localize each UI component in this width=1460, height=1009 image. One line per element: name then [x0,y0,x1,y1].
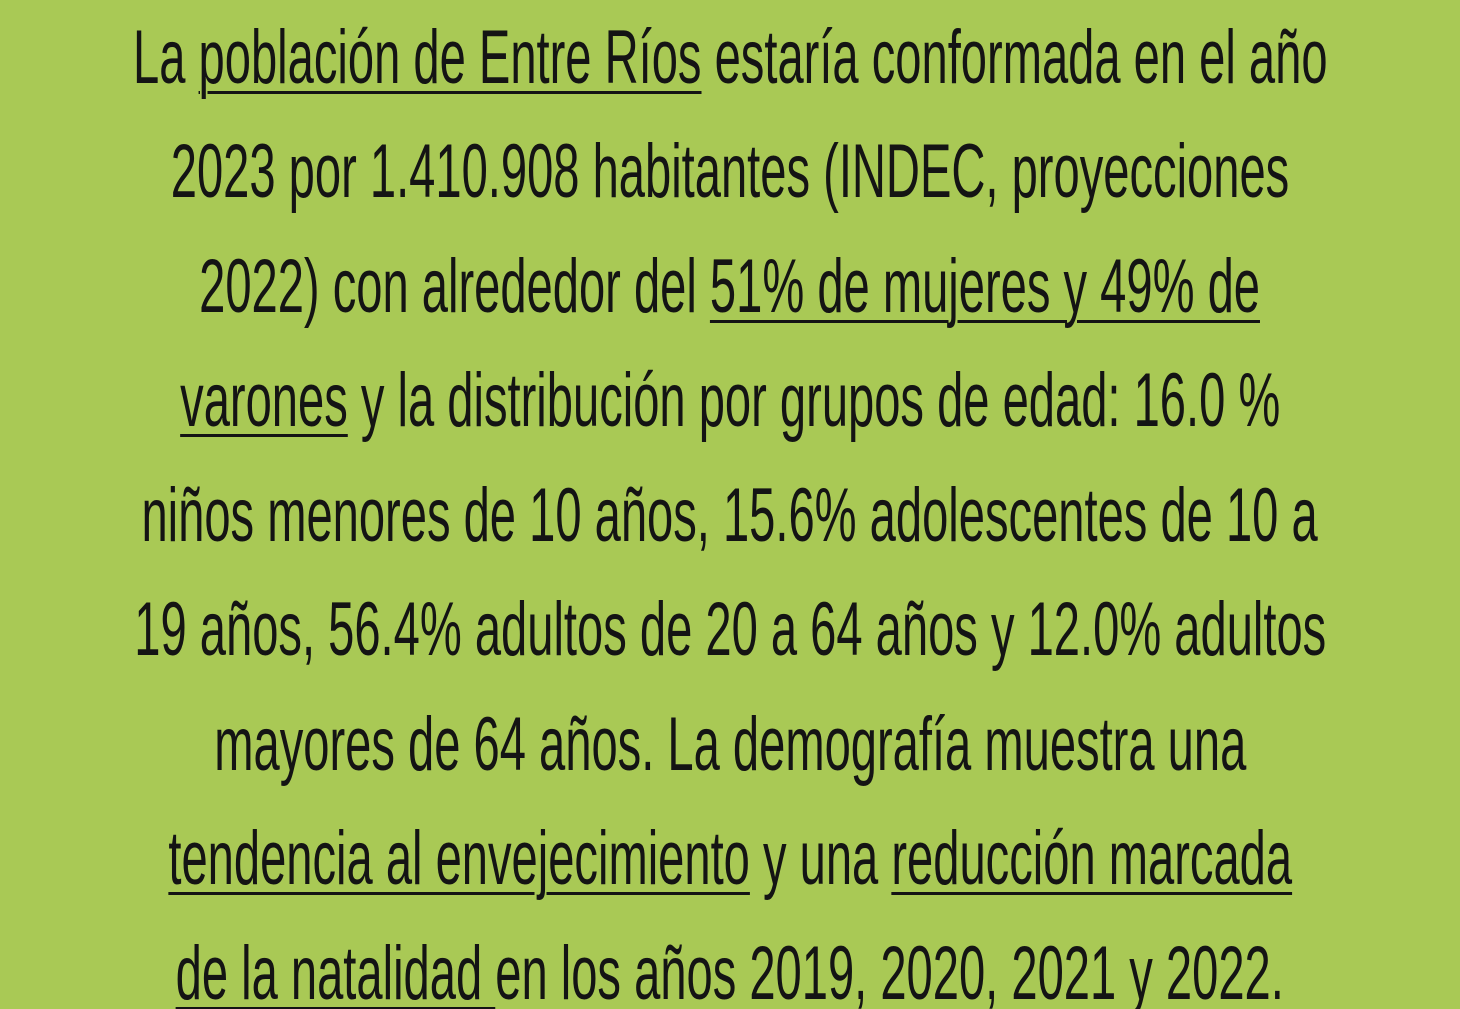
line-content: mayores de 64 años. La demografía muestr… [214,701,1246,788]
line-content: 2022) con alrededor del 51% de mujeres y… [200,243,1261,330]
line-content: tendencia al envejecimiento y una reducc… [168,815,1292,902]
line-content: varones y la distribución por grupos de … [180,357,1280,444]
text-segment: 19 años, 56.4% adultos de 20 a 64 años y… [134,587,1326,672]
text-line: niños menores de 10 años, 15.6% adolesce… [0,458,1460,572]
text-line: de la natalidad en los años 2019, 2020, … [0,916,1460,1009]
text-line: 2023 por 1.410.908 habitantes (INDEC, pr… [0,115,1460,229]
text-segment: mayores de 64 años. La demografía muestr… [213,701,1247,787]
text-line: 19 años, 56.4% adultos de 20 a 64 años y… [0,573,1460,687]
underlined-text: varones [179,358,348,443]
text-segment: estaría conformada en el año [701,14,1328,100]
text-segment: y la distribución por grupos de edad: 16… [347,358,1281,443]
text-line: 2022) con alrededor del 51% de mujeres y… [0,229,1460,343]
text-segment: La [132,14,199,100]
underlined-text: población de Entre Ríos [198,14,702,100]
underlined-text: reducción marcada [891,816,1292,901]
line-content: de la natalidad en los años 2019, 2020, … [176,930,1284,1009]
text-line: La población de Entre Ríos estaría confo… [0,0,1460,114]
text-segment: y una [749,816,892,901]
underlined-text: 51% de mujeres y 49% de [710,243,1261,329]
underlined-text: tendencia al envejecimiento [168,816,750,901]
text-segment: niños menores de 10 años, 15.6% adolesce… [141,472,1319,558]
line-content: 19 años, 56.4% adultos de 20 a 64 años y… [134,586,1326,673]
text-line: tendencia al envejecimiento y una reducc… [0,802,1460,916]
text-segment: en los años 2019, 2020, 2021 y 2022. [495,930,1285,1009]
underlined-text: de la natalidad [175,930,496,1009]
line-content: niños menores de 10 años, 15.6% adolesce… [142,472,1318,559]
text-segment: 2022) con alrededor del [199,243,711,329]
line-content: La población de Entre Ríos estaría confo… [133,14,1327,101]
text-line: varones y la distribución por grupos de … [0,344,1460,458]
line-content: 2023 por 1.410.908 habitantes (INDEC, pr… [171,128,1289,215]
text-line: mayores de 64 años. La demografía muestr… [0,687,1460,801]
text-segment: 2023 por 1.410.908 habitantes (INDEC, pr… [170,129,1290,214]
